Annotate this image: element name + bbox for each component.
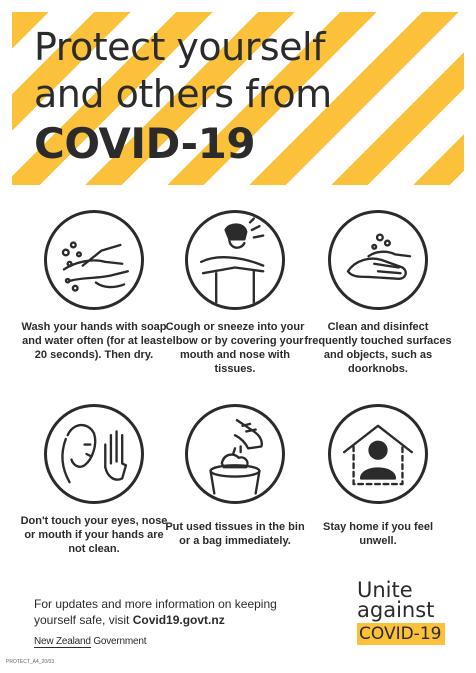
document-code: PROTECT_A4_20/03 [6, 659, 55, 665]
unite-line-3: COVID-19 [357, 623, 446, 645]
tip-caption-clean: Clean and disinfect frequently touched s… [304, 321, 452, 375]
tip-caption-home: Stay home if you feel unwell. [322, 521, 434, 547]
cough-elbow-icon [185, 210, 285, 310]
tip-caption-tissue: Put used tissues in the bin or a bag imm… [165, 521, 305, 547]
tissue-bin-icon [185, 404, 285, 504]
nz-government-part1: New Zealand [34, 636, 91, 648]
disinfect-surface-icon [328, 210, 428, 310]
info-text: For updates and more information on keep… [34, 596, 304, 628]
title-line-1: Protect yourself [34, 25, 325, 69]
unite-line-1: Unite [357, 578, 413, 602]
page-title: Protect yourself and others from COVID-1… [34, 24, 332, 170]
info-link[interactable]: Covid19.govt.nz [132, 613, 225, 627]
no-face-touch-icon [44, 404, 144, 504]
nz-government-logo: New Zealand Government [34, 636, 147, 648]
nz-government-part2: Government [90, 636, 147, 647]
tip-caption-face: Don't touch your eyes, nose or mouth if … [20, 515, 168, 555]
handwash-icon [44, 210, 144, 310]
unite-line-2: against [357, 598, 435, 622]
stay-home-icon [328, 404, 428, 504]
tip-caption-cough: Cough or sneeze into your elbow or by co… [165, 321, 305, 375]
title-line-3: COVID-19 [34, 119, 256, 168]
header-banner: Protect yourself and others from COVID-1… [12, 12, 464, 185]
tip-caption-handwash: Wash your hands with soap and water ofte… [21, 321, 167, 361]
unite-against-covid-logo: Unite against COVID-19 [357, 580, 452, 645]
info-message: For updates and more information on keep… [34, 597, 277, 627]
title-line-2: and others from [34, 72, 332, 116]
